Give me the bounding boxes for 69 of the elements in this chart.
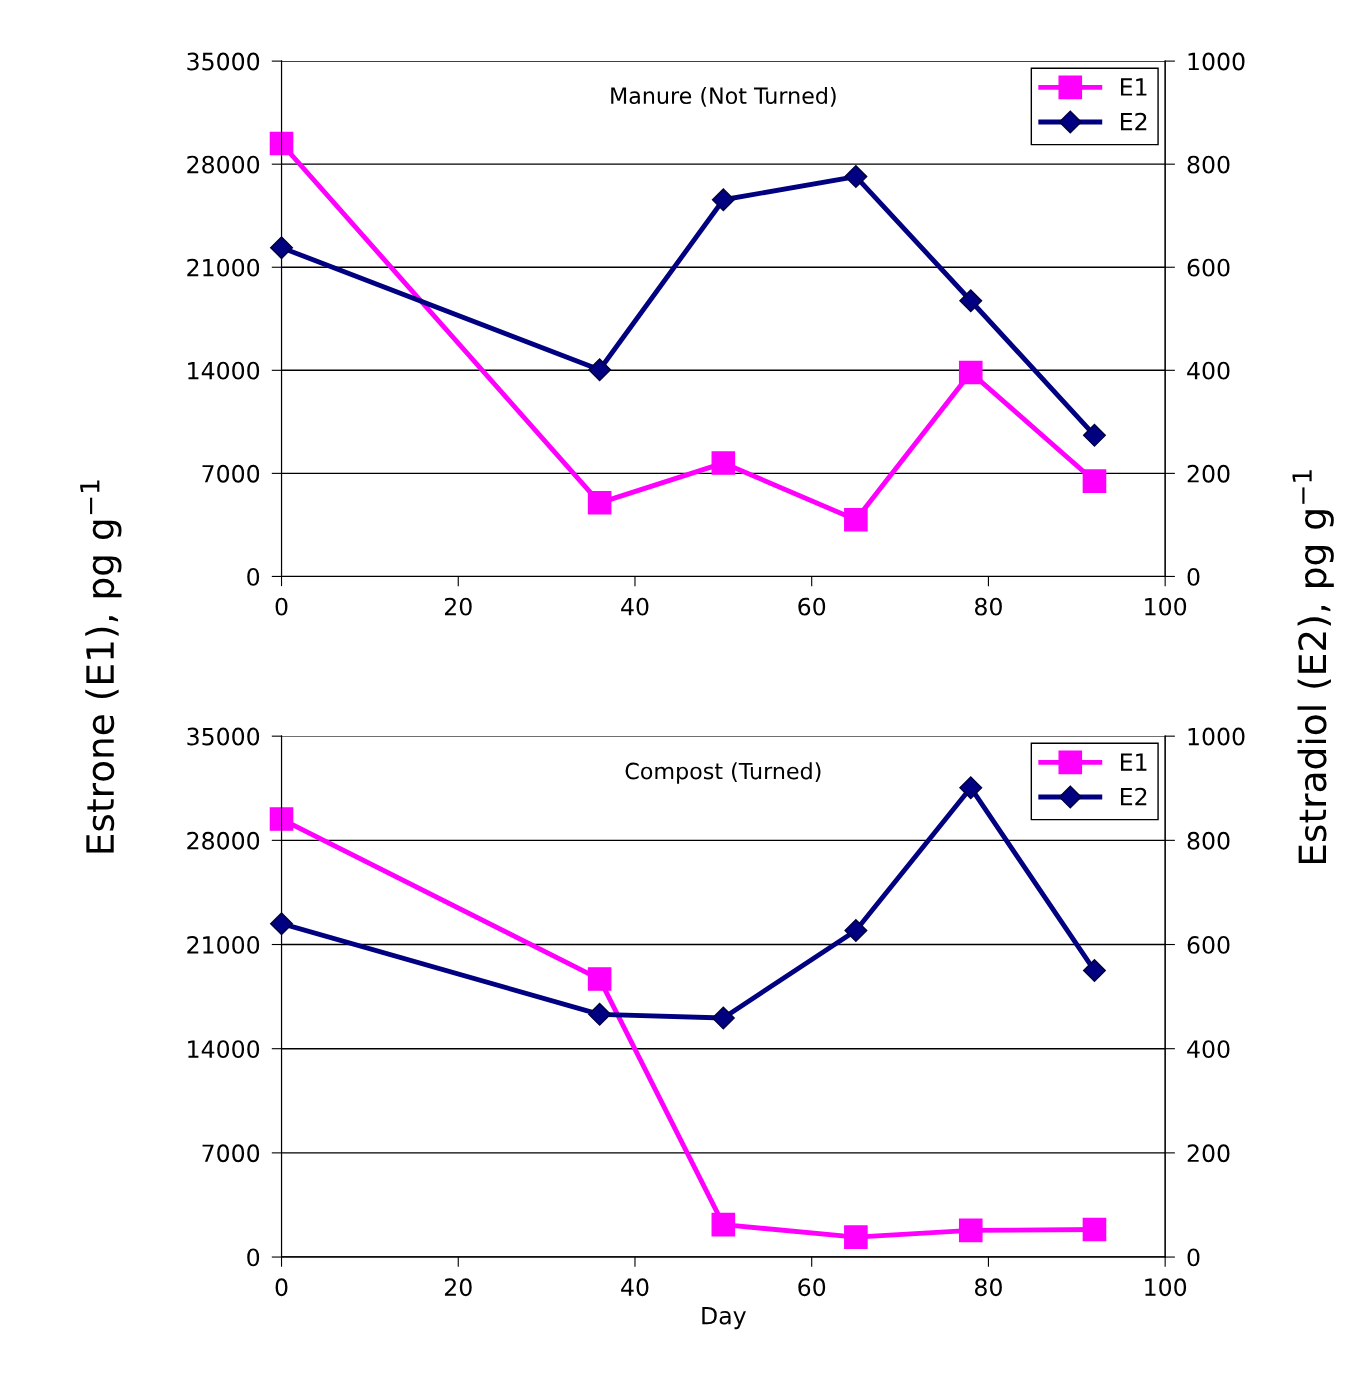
y-tick-label: 35000	[187, 727, 260, 746]
point	[1082, 1217, 1107, 1242]
y2-tick-label: 200	[1187, 1144, 1230, 1163]
x-tick-label: 60	[798, 1278, 826, 1297]
y-tick-label: 0	[247, 1248, 260, 1267]
point	[844, 507, 868, 532]
x-tick-label: 80	[975, 1278, 1002, 1297]
x-tick-label: 40	[621, 1278, 649, 1297]
legend-label: E2	[1121, 112, 1147, 131]
point	[1082, 959, 1106, 983]
y2-tick-label: 200	[1187, 464, 1230, 483]
x-tick-label: 100	[1145, 597, 1187, 616]
y-tick-label: 35000	[187, 52, 260, 71]
y2-tick-label: 400	[1187, 1040, 1230, 1058]
point	[711, 1006, 735, 1030]
point	[844, 918, 868, 942]
y2-axis-title: Estradiol (E2), pg g$^{−1}$	[1292, 470, 1334, 864]
point	[587, 967, 612, 991]
x-tick-label: 0	[275, 597, 288, 616]
point	[958, 360, 983, 385]
y-tick-label: 7000	[202, 464, 260, 483]
point	[959, 289, 983, 313]
point	[270, 236, 294, 260]
x-tick-label: 80	[975, 597, 1002, 616]
y2-tick-label: 800	[1187, 831, 1230, 850]
point	[959, 776, 983, 800]
point	[588, 1002, 612, 1026]
y-tick-label: 7000	[202, 1144, 260, 1163]
legend-label: E2	[1121, 787, 1147, 806]
y-tick-label: 14000	[188, 1040, 260, 1058]
y-tick-label: 21000	[187, 935, 260, 954]
x-tick-label: 20	[444, 1278, 472, 1297]
y-tick-label: 14000	[188, 361, 260, 380]
x-axis-title: Day	[702, 1307, 746, 1330]
point	[588, 358, 612, 382]
point	[711, 188, 735, 212]
y2-tick-label: 600	[1187, 258, 1230, 277]
legend-label: E1	[1121, 753, 1147, 771]
point	[844, 165, 868, 189]
y2-tick-label: 1000	[1188, 52, 1245, 71]
point	[270, 912, 294, 936]
point	[269, 131, 294, 156]
point	[1082, 469, 1107, 493]
y2-tick-label: 800	[1187, 155, 1230, 174]
y-tick-label: 21000	[187, 258, 260, 277]
x-tick-label: 20	[444, 597, 472, 616]
point	[1082, 423, 1106, 447]
x-tick-label: 100	[1145, 1278, 1187, 1297]
y2-tick-label: 400	[1187, 361, 1230, 380]
point	[711, 451, 736, 475]
y2-tick-label: 1000	[1188, 727, 1245, 746]
text: Compost (Turned)	[625, 762, 821, 784]
y2-tick-label: 0	[1187, 567, 1200, 586]
y-tick-label: 28000	[187, 155, 260, 174]
legend-label: E1	[1121, 78, 1147, 96]
y2-tick-label: 600	[1187, 935, 1230, 954]
point	[711, 1212, 736, 1237]
x-tick-label: 60	[798, 597, 826, 616]
x-tick-label: 0	[275, 1278, 288, 1297]
y-tick-label: 28000	[187, 831, 260, 850]
point	[844, 1225, 868, 1249]
x-tick-label: 40	[621, 597, 649, 616]
y-tick-label: 0	[247, 567, 260, 586]
point	[269, 807, 294, 831]
text: Manure (Not Turned)	[611, 86, 836, 107]
y2-tick-label: 0	[1187, 1248, 1200, 1267]
y-axis-title: Estrone (E1), pg g$^{−1}$	[80, 480, 122, 853]
point	[958, 1218, 983, 1243]
point	[587, 491, 612, 515]
